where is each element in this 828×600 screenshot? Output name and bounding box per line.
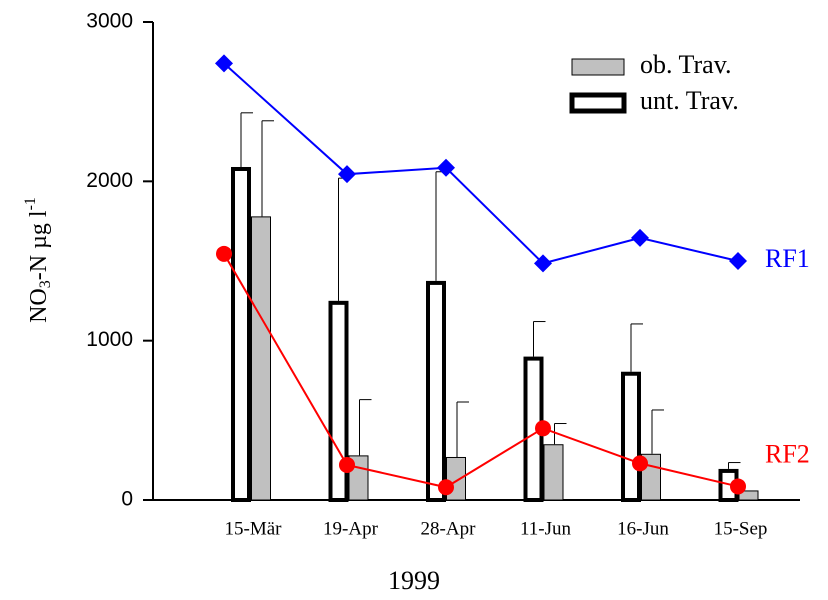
y-title-sup: -1 bbox=[22, 197, 39, 210]
y-title-sub: 3 bbox=[37, 280, 54, 288]
marker bbox=[730, 478, 746, 495]
bar bbox=[621, 371, 641, 502]
marker bbox=[216, 245, 232, 262]
legend-swatch bbox=[569, 92, 627, 114]
marker bbox=[632, 455, 648, 472]
x-tick-label: 19-Apr bbox=[323, 518, 379, 539]
legend-label: unt. Trav. bbox=[640, 86, 739, 115]
x-tick-label: 11-Jun bbox=[520, 518, 572, 539]
x-tick-label: 16-Jun bbox=[617, 518, 669, 539]
marker bbox=[534, 254, 552, 273]
line-label: RF1 bbox=[765, 244, 810, 273]
y-tick-label: 0 bbox=[121, 488, 133, 511]
marker bbox=[535, 420, 551, 437]
bar bbox=[231, 166, 251, 502]
y-title-part: -N µg l bbox=[26, 210, 52, 280]
line bbox=[223, 253, 739, 489]
y-axis-title: NO3-N µg l-1 bbox=[22, 197, 54, 323]
line bbox=[223, 62, 739, 265]
bar bbox=[543, 444, 564, 501]
bar bbox=[738, 490, 759, 501]
x-tick-label: 28-Apr bbox=[421, 518, 477, 539]
bar bbox=[251, 216, 271, 501]
marker bbox=[338, 165, 356, 184]
marker bbox=[729, 252, 747, 270]
x-tick-label: 15-Mär bbox=[225, 518, 283, 539]
marker bbox=[631, 228, 649, 247]
x-tick-label: 15-Sep bbox=[714, 518, 768, 539]
legend-swatch bbox=[571, 58, 625, 76]
y-tick-label: 2000 bbox=[86, 169, 133, 192]
marker bbox=[339, 456, 355, 473]
bar bbox=[328, 300, 349, 503]
y-tick-label: 1000 bbox=[86, 328, 133, 351]
bar bbox=[426, 280, 446, 502]
y-title-part: NO bbox=[26, 288, 52, 323]
legend-label: ob. Trav. bbox=[640, 50, 732, 79]
marker bbox=[437, 158, 455, 177]
x-axis-title: 1999 bbox=[388, 566, 440, 595]
marker bbox=[438, 479, 454, 496]
line-label: RF2 bbox=[765, 439, 810, 468]
marker bbox=[215, 54, 233, 73]
y-tick-label: 3000 bbox=[86, 10, 133, 33]
